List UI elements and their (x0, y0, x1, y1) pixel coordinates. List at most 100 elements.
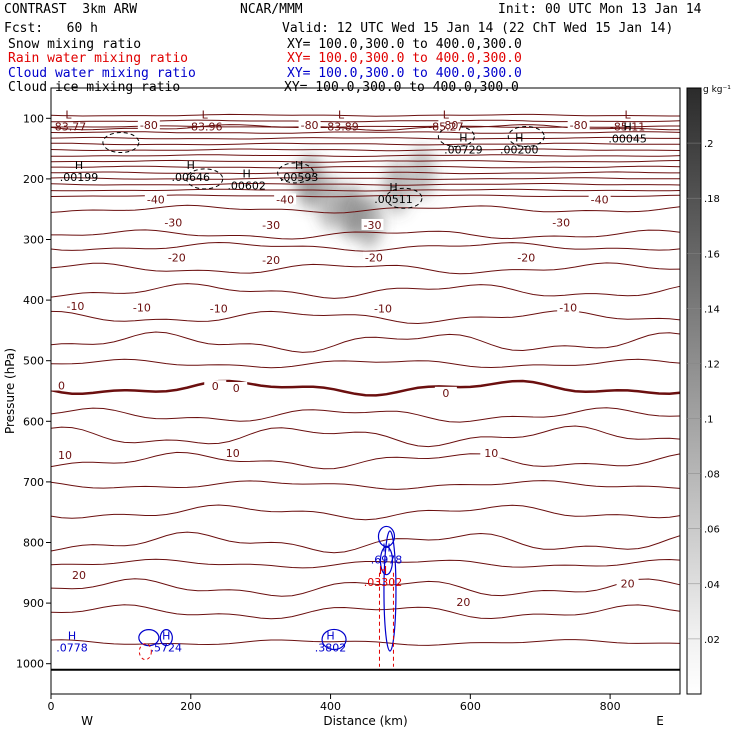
temperature-contour-2 (51, 229, 681, 240)
temperature-label-21: 0 (212, 380, 219, 393)
temperature-label-5: -40 (276, 194, 294, 207)
colorbar-label-5: .1 (704, 415, 714, 426)
rain-contour-west (138, 643, 152, 661)
temperature-contour-upper-11 (50, 177, 681, 180)
temperature-label-bg-21 (204, 380, 227, 392)
near-surface-contour (50, 639, 681, 646)
cloud-water-contour-2 (383, 530, 397, 652)
temperature-contour-upper-13 (50, 188, 681, 192)
extremum-value-16: .5724 (151, 641, 183, 654)
y-tick-label-4: 500 (23, 355, 44, 368)
cloud-ice-contour-3 (385, 187, 423, 209)
temperature-label-bg-3 (567, 118, 590, 130)
temperature-label-bg-8 (260, 218, 283, 230)
colorbar (686, 87, 702, 695)
temperature-label-2: -80 (440, 119, 458, 132)
y-tick-label-9: 1000 (16, 658, 44, 671)
extremum-value-11: .00593 (280, 171, 319, 184)
colorbar-unit: g kg⁻¹ (703, 85, 731, 95)
extremum-marker-3: L (443, 108, 450, 121)
temperature-label-20: 0 (58, 380, 65, 393)
temperature-label-17: -10 (210, 303, 228, 316)
extremum-marker-15: H (68, 629, 76, 642)
temperature-label-28: 20 (456, 596, 470, 609)
temperature-label-bg-20 (50, 379, 73, 391)
cloud-ice-contour-0 (102, 132, 140, 154)
extremum-value-5: .00045 (608, 132, 647, 145)
temperature-label-bg-5 (274, 193, 297, 205)
extremum-value-15: .0778 (56, 641, 88, 654)
temperature-label-bg-0 (137, 118, 160, 130)
plot-frame (50, 87, 681, 695)
temperature-label-12: -20 (262, 254, 280, 267)
header-fcst: Fcst: 60 h (4, 21, 98, 36)
extremum-value-0: -83.77 (51, 120, 86, 133)
field-xy-cloud-water: XY= 100.0,300.0 to 400.0,300.0 (287, 66, 522, 81)
colorbar-label-1: .02 (704, 635, 720, 646)
temperature-label-bg-1 (298, 118, 321, 130)
temperature-label-bg-12 (260, 254, 283, 266)
extremum-value-2: -83.89 (323, 120, 358, 133)
extremum-value-1: -83.96 (187, 120, 222, 133)
header-model: CONTRAST 3km ARW (4, 2, 138, 17)
temperature-label-bg-23 (434, 386, 457, 398)
temperature-label-bg-24 (53, 449, 76, 461)
temperature-contour-upper-5 (51, 142, 681, 146)
extremum-value-3: -85.27 (428, 120, 463, 133)
temperature-contour-3 (50, 262, 681, 275)
extremum-marker-14: H (379, 564, 387, 577)
x-tick-label-0: 0 (48, 700, 55, 713)
temperature-contour-6 (50, 451, 681, 470)
extremum-marker-8: H (75, 159, 83, 172)
temperature-contour-extra-9 (50, 558, 681, 569)
extremum-marker-16: H (162, 629, 170, 642)
extremum-value-4: -85.11 (610, 120, 645, 133)
temperature-label-29: 20 (621, 578, 635, 591)
temperature-label-11: -20 (168, 252, 186, 265)
temperature-contour-1 (50, 204, 681, 214)
y-tick-label-3: 400 (23, 294, 44, 307)
extremum-value-12: .00511 (374, 193, 413, 206)
temperature-label-bg-4 (144, 193, 167, 205)
extremum-marker-7: H (515, 131, 523, 144)
temperature-label-bg-9 (361, 218, 384, 230)
temperature-label-7: -30 (164, 217, 182, 230)
extremum-marker-10: H (243, 168, 251, 181)
temperature-label-bg-18 (371, 302, 394, 314)
extremum-value-17: .3802 (315, 641, 347, 654)
temperature-label-4: -40 (147, 194, 165, 207)
temperature-contour-extra-10 (50, 604, 681, 620)
temperature-label-9: -30 (364, 219, 382, 232)
temperature-contour-upper-10 (50, 171, 680, 175)
field-label-snow: Snow mixing ratio (8, 37, 142, 52)
temperature-contour-upper-12 (50, 182, 681, 186)
y-tick-label-0: 100 (23, 112, 44, 125)
snow-shading-0 (295, 155, 324, 208)
extremum-value-6: .00729 (444, 143, 483, 156)
extremum-value-14: .03302 (364, 576, 403, 589)
temperature-label-bg-13 (362, 251, 385, 263)
x-tick-label-1: 200 (180, 700, 201, 713)
temperature-label-bg-7 (162, 216, 185, 228)
temperature-label-bg-26 (480, 446, 503, 458)
y-tick-label-2: 300 (23, 234, 44, 247)
colorbar-label-3: .06 (704, 525, 720, 536)
temperature-label-14: -20 (517, 252, 535, 265)
temperature-label-bg-22 (225, 381, 248, 393)
temperature-label-25: 10 (226, 447, 240, 460)
temperature-contour-7 (50, 578, 681, 597)
x-tick-label-3: 600 (460, 700, 481, 713)
temperature-label-0: -80 (140, 119, 158, 132)
temperature-label-19: -10 (559, 301, 577, 314)
extremum-marker-6: H (459, 131, 467, 144)
y-tick-label-6: 700 (23, 476, 44, 489)
temperature-contour-extra-1 (50, 283, 681, 299)
colorbar-label-7: .14 (704, 304, 720, 315)
temperature-label-bg-17 (207, 302, 230, 314)
temperature-contour-extra-2 (50, 331, 681, 353)
x-axis-label: Distance (km) (323, 714, 407, 728)
header-init: Init: 00 UTC Mon 13 Jan 14 (498, 2, 702, 17)
y-tick-label-1: 200 (23, 173, 44, 186)
field-label-rain: Rain water mixing ratio (8, 51, 189, 66)
